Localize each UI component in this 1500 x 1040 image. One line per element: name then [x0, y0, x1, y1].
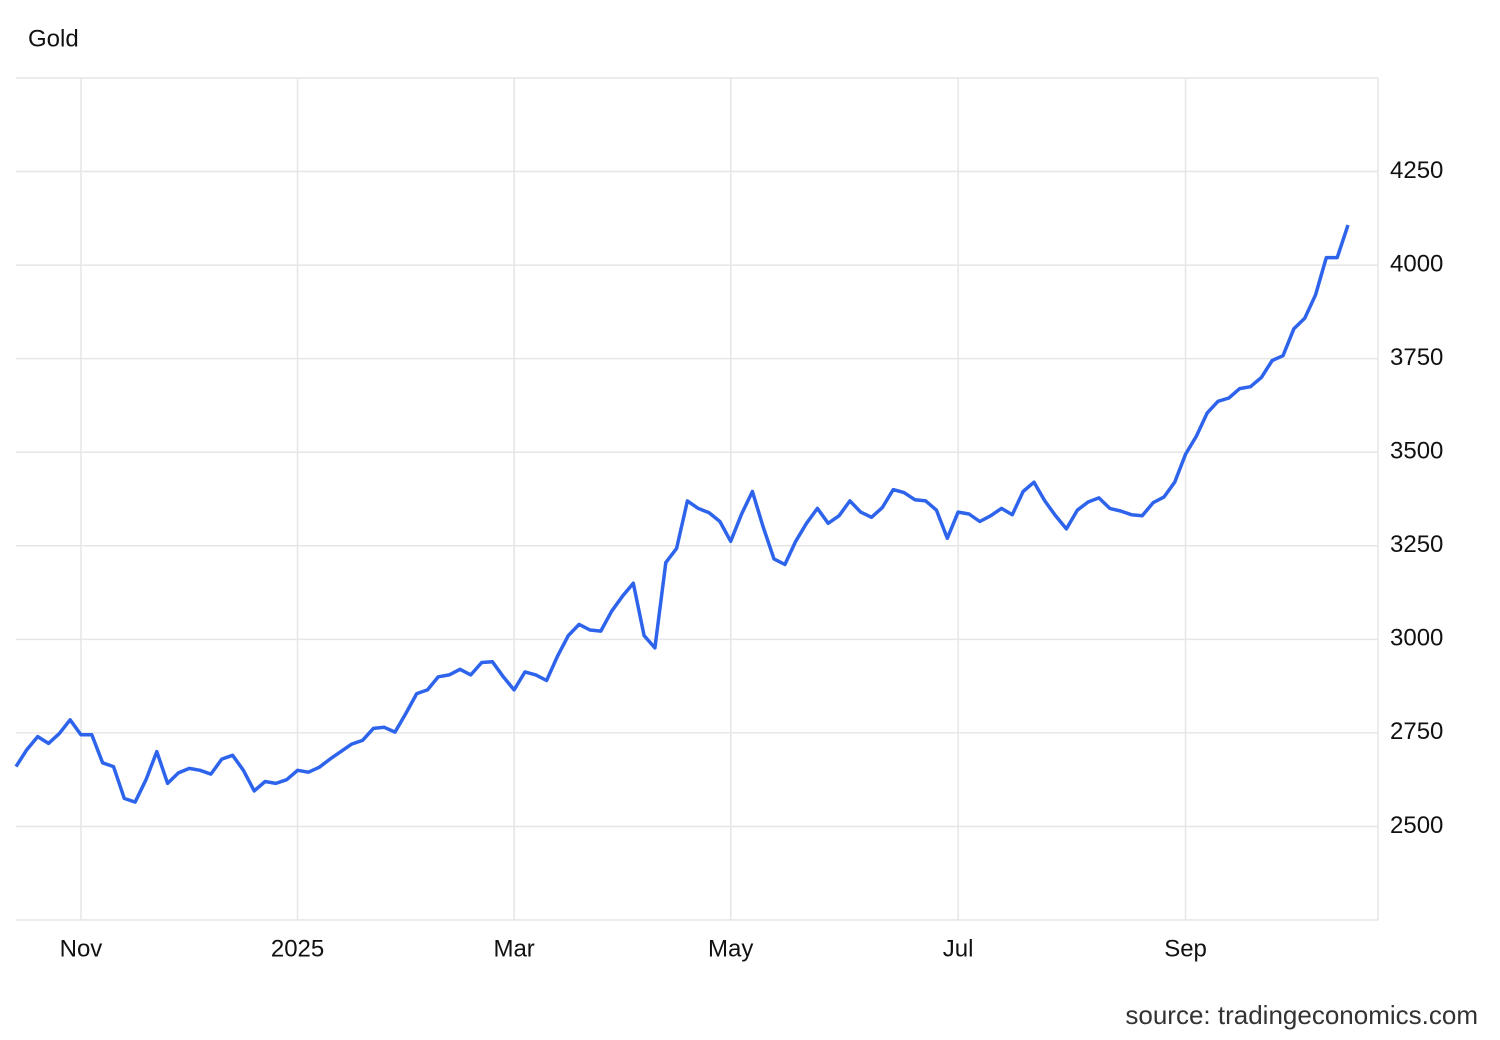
x-tick-label: Nov: [60, 935, 103, 962]
x-tick-label: May: [708, 935, 753, 962]
y-tick-label: 4250: [1390, 157, 1443, 184]
y-tick-label: 3500: [1390, 438, 1443, 465]
y-tick-label: 3750: [1390, 344, 1443, 371]
chart-title: Gold: [28, 25, 79, 52]
y-tick-label: 4000: [1390, 250, 1443, 277]
y-tick-label: 3250: [1390, 531, 1443, 558]
x-tick-label: Jul: [943, 935, 974, 962]
x-tick-label: Mar: [493, 935, 534, 962]
y-tick-label: 2750: [1390, 718, 1443, 745]
y-tick-label: 2500: [1390, 812, 1443, 839]
price-line: [14, 224, 1350, 804]
source-note: source: tradingeconomics.com: [1125, 1000, 1478, 1030]
x-tick-label: 2025: [271, 935, 324, 962]
x-tick-label: Sep: [1164, 935, 1207, 962]
y-tick-label: 3000: [1390, 625, 1443, 652]
